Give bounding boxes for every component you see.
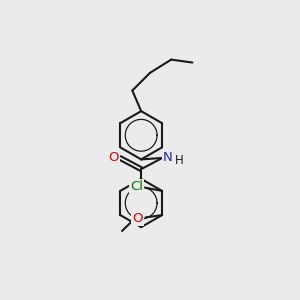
Text: O: O	[108, 151, 119, 164]
Text: Cl: Cl	[130, 180, 143, 193]
Text: O: O	[132, 212, 143, 225]
Text: N: N	[163, 151, 172, 164]
Text: H: H	[175, 154, 183, 167]
